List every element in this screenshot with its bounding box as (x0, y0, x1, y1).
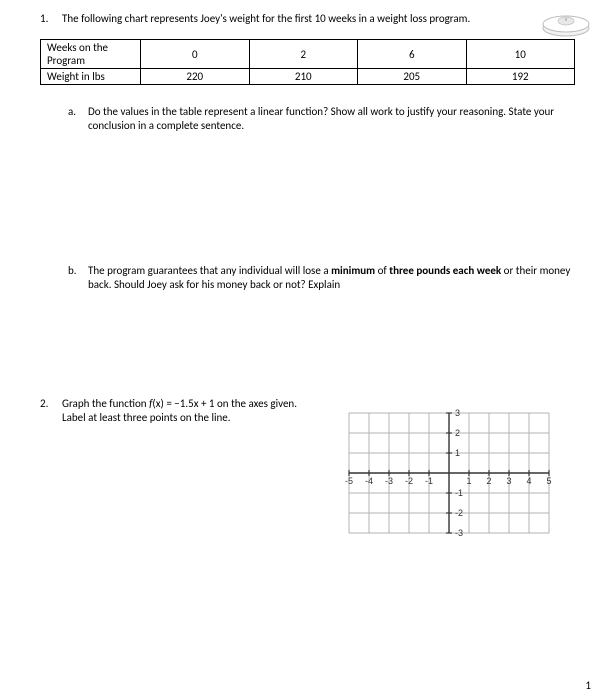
svg-text:2: 2 (455, 428, 460, 438)
svg-text:5: 5 (546, 476, 551, 486)
q2-prompt: Graph the function f(x) = −1.5x + 1 on t… (62, 397, 322, 426)
q2-number: 2. (40, 397, 62, 410)
row-label: Weight in lbs (41, 69, 141, 85)
svg-text:-1: -1 (455, 488, 463, 498)
svg-text:3: 3 (506, 476, 511, 486)
svg-text:-4: -4 (364, 476, 372, 486)
svg-text:-3: -3 (384, 476, 392, 486)
function-body: (x) = −1.5x + 1 (152, 397, 214, 410)
page-number: 1 (585, 679, 591, 692)
graph-area: -5-4-3-2-112345321-1-2-3 (322, 397, 575, 545)
svg-text:1: 1 (455, 448, 460, 458)
svg-text:-1: -1 (424, 476, 432, 486)
text-bold: minimum (331, 264, 375, 277)
table-cell: 10 (466, 40, 575, 69)
text-span: of (375, 264, 389, 277)
part-text: Do the values in the table represent a l… (88, 105, 575, 134)
q1-part-b: b. The program guarantees that any indiv… (68, 264, 575, 293)
row-label: Weeks on the Program (41, 40, 141, 69)
svg-text:1: 1 (466, 476, 471, 486)
scale-icon (538, 6, 593, 38)
svg-text:-2: -2 (455, 508, 463, 518)
svg-text:-2: -2 (404, 476, 412, 486)
text-span: Graph the function (62, 397, 149, 410)
q1-prompt: The following chart represents Joey's we… (62, 12, 575, 25)
table-cell: 6 (358, 40, 467, 69)
table-cell: 0 (141, 40, 250, 69)
coordinate-grid: -5-4-3-2-112345321-1-2-3 (337, 401, 561, 545)
text-span: The program guarantees that any individu… (88, 264, 331, 277)
text-bold: three pounds each week (389, 264, 501, 277)
svg-text:-3: -3 (455, 528, 463, 538)
svg-text:2: 2 (486, 476, 491, 486)
table-cell: 210 (249, 69, 358, 85)
table-cell: 220 (141, 69, 250, 85)
q1-part-a: a. Do the values in the table represent … (68, 105, 575, 134)
weight-table: Weeks on the Program 0 2 6 10 Weight in … (40, 39, 575, 85)
svg-text:-5: -5 (344, 476, 352, 486)
table-row: Weeks on the Program 0 2 6 10 (41, 40, 575, 69)
part-letter: a. (68, 105, 88, 118)
question-1: 1. The following chart represents Joey's… (40, 12, 575, 25)
table-cell: 205 (358, 69, 467, 85)
question-2: 2. Graph the function f(x) = −1.5x + 1 o… (40, 397, 575, 545)
table-cell: 2 (249, 40, 358, 69)
table-cell: 192 (466, 69, 575, 85)
part-text: The program guarantees that any individu… (88, 264, 575, 293)
table-row: Weight in lbs 220 210 205 192 (41, 69, 575, 85)
svg-text:3: 3 (455, 408, 460, 418)
q1-number: 1. (40, 12, 62, 25)
part-letter: b. (68, 264, 88, 277)
svg-text:4: 4 (526, 476, 531, 486)
